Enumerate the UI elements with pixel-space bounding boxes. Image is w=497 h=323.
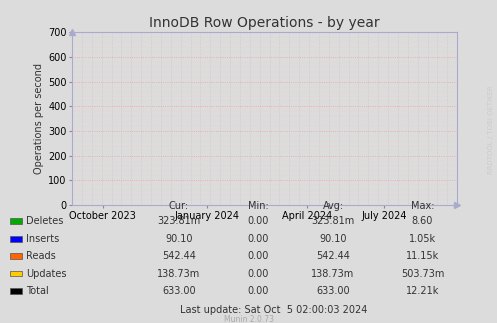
Text: RRDTOOL / TOBI OETIKER: RRDTOOL / TOBI OETIKER bbox=[488, 85, 494, 173]
Text: 8.60: 8.60 bbox=[412, 216, 433, 226]
Text: 0.00: 0.00 bbox=[248, 251, 269, 261]
Text: Max:: Max: bbox=[411, 201, 434, 211]
Text: Last update: Sat Oct  5 02:00:03 2024: Last update: Sat Oct 5 02:00:03 2024 bbox=[179, 305, 367, 315]
Text: 633.00: 633.00 bbox=[316, 286, 350, 296]
Text: Avg:: Avg: bbox=[323, 201, 343, 211]
Text: Reads: Reads bbox=[26, 251, 56, 261]
Y-axis label: Operations per second: Operations per second bbox=[34, 63, 44, 174]
Text: Inserts: Inserts bbox=[26, 234, 59, 244]
Text: 1.05k: 1.05k bbox=[409, 234, 436, 244]
Text: 12.21k: 12.21k bbox=[406, 286, 439, 296]
Text: 138.73m: 138.73m bbox=[311, 269, 355, 278]
Text: 323.81m: 323.81m bbox=[157, 216, 201, 226]
Text: 542.44: 542.44 bbox=[316, 251, 350, 261]
Text: 11.15k: 11.15k bbox=[406, 251, 439, 261]
Text: 0.00: 0.00 bbox=[248, 234, 269, 244]
Text: 542.44: 542.44 bbox=[162, 251, 196, 261]
Text: Updates: Updates bbox=[26, 269, 66, 278]
Text: 90.10: 90.10 bbox=[319, 234, 347, 244]
Text: Min:: Min: bbox=[248, 201, 269, 211]
Text: 323.81m: 323.81m bbox=[311, 216, 355, 226]
Text: 0.00: 0.00 bbox=[248, 286, 269, 296]
Text: 138.73m: 138.73m bbox=[157, 269, 201, 278]
Text: 0.00: 0.00 bbox=[248, 269, 269, 278]
Text: Cur:: Cur: bbox=[169, 201, 189, 211]
Text: 0.00: 0.00 bbox=[248, 216, 269, 226]
Text: 90.10: 90.10 bbox=[165, 234, 193, 244]
Text: Total: Total bbox=[26, 286, 49, 296]
Title: InnoDB Row Operations - by year: InnoDB Row Operations - by year bbox=[149, 16, 380, 30]
Text: Deletes: Deletes bbox=[26, 216, 63, 226]
Text: Munin 2.0.73: Munin 2.0.73 bbox=[224, 315, 273, 323]
Text: 633.00: 633.00 bbox=[162, 286, 196, 296]
Text: 503.73m: 503.73m bbox=[401, 269, 444, 278]
